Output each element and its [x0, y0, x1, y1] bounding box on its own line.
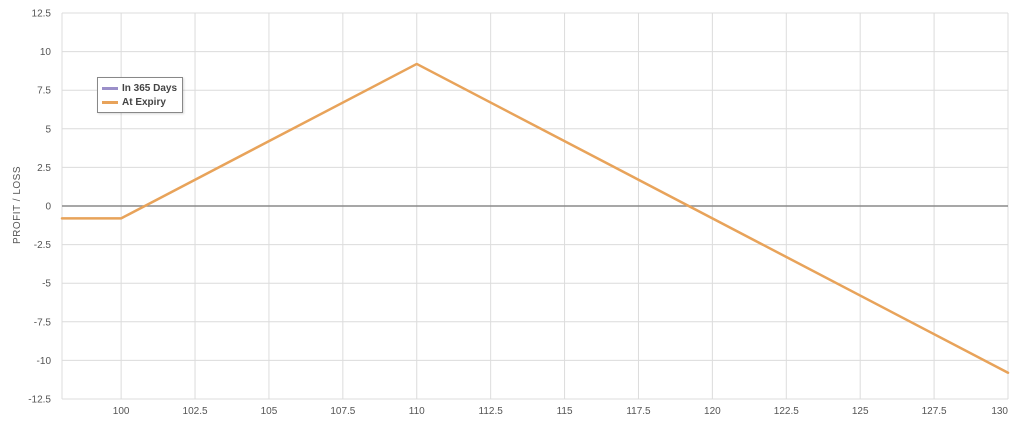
- x-axis-ticks: 100 102.5 105 107.5 110 112.5 115 117.5 120 122.5…: [113, 406, 1009, 417]
- y-tick-label: -10: [37, 356, 52, 367]
- y-tick-label: -7.5: [34, 317, 52, 328]
- series-line-at-expiry: [60, 62, 1010, 375]
- y-tick-label: 10: [40, 47, 52, 58]
- y-tick-label: 12.5: [32, 9, 52, 20]
- y-axis-ticks: 12.5 10 7.5 5 2.5 0 -2.5 -5 -7.5 -10 -12.5: [28, 9, 51, 406]
- y-tick-label: -12.5: [28, 395, 51, 406]
- y-tick-label: -2.5: [34, 240, 52, 251]
- x-tick-label: 100: [113, 406, 130, 417]
- y-tick-label: 5: [45, 124, 51, 135]
- y-axis-label: PROFIT / LOSS: [12, 166, 23, 244]
- legend-label-in-365-days: In 365 Days: [122, 82, 178, 94]
- legend-item-in-365-days[interactable]: In 365 Days: [102, 81, 178, 95]
- x-tick-label: 130: [991, 406, 1008, 417]
- x-tick-label: 115: [557, 406, 573, 417]
- series: [60, 62, 1010, 375]
- x-tick-label: 107.5: [330, 406, 355, 417]
- y-tick-label: 7.5: [37, 86, 51, 97]
- legend-swatch-in-365-days: [102, 86, 118, 90]
- x-tick-label: 127.5: [922, 406, 947, 417]
- x-tick-label: 117.5: [626, 406, 651, 417]
- legend-item-at-expiry[interactable]: At Expiry: [102, 95, 178, 109]
- y-tick-label: -5: [42, 279, 51, 290]
- x-tick-label: 120: [704, 406, 721, 417]
- y-tick-label: 2.5: [37, 163, 51, 174]
- x-tick-label: 105: [261, 406, 278, 417]
- x-tick-label: 125: [852, 406, 869, 417]
- legend: In 365 Days At Expiry: [97, 77, 183, 113]
- x-tick-label: 122.5: [774, 406, 799, 417]
- legend-swatch-at-expiry: [102, 100, 118, 104]
- x-tick-label: 112.5: [479, 406, 504, 417]
- legend-label-at-expiry: At Expiry: [122, 96, 166, 108]
- x-tick-label: 110: [409, 406, 425, 417]
- x-tick-label: 102.5: [183, 406, 208, 417]
- y-tick-label: 0: [45, 202, 51, 213]
